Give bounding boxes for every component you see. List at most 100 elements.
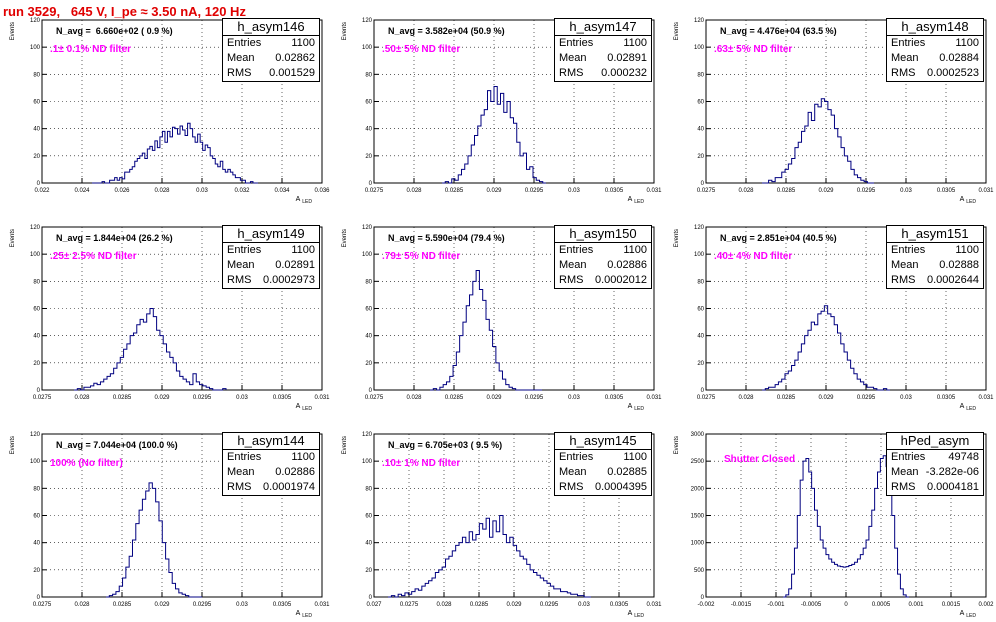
stat-row-entries: Entries 1100: [887, 243, 983, 258]
x-tick-label: 0.0275: [697, 395, 716, 401]
stat-label-entries: Entries: [891, 37, 926, 49]
stat-box: h_asym144 Entries 1100 Mean 0.02886 RMS 0.0001…: [222, 432, 320, 496]
stat-row-mean: Mean 0.02885: [555, 465, 651, 480]
y-tick-label: 120: [30, 225, 41, 231]
plot-frame: [373, 433, 655, 598]
stat-row-mean: Mean 0.02884: [887, 51, 983, 66]
histogram-name: h_asym151: [887, 226, 983, 243]
stat-value-entries: 1100: [291, 244, 315, 256]
y-axis-label: Events: [342, 229, 348, 247]
y-tick-label: 80: [33, 279, 40, 285]
histogram-plot: 0.027 0.0275 0.028 0.0285 0.029 0.0295 0.03 0.0…: [342, 432, 662, 619]
stat-value-rms: 0.0002012: [595, 274, 647, 286]
x-tick-label: 0.03: [568, 188, 580, 194]
x-tick-label: 0.0005: [872, 602, 891, 608]
stat-value-entries: 1100: [955, 244, 979, 256]
stat-label-rms: RMS: [559, 274, 584, 286]
stat-label-rms: RMS: [891, 274, 916, 286]
filter-annotation: .79± 5% ND filter: [382, 251, 461, 262]
x-axis-label-main: A: [296, 610, 301, 617]
y-tick-label: 120: [30, 18, 41, 24]
n-avg-annotation: N_avg = 3.582e+04 (50.9 %): [388, 26, 505, 36]
stat-label-entries: Entries: [891, 244, 926, 256]
y-tick-label: 100: [694, 45, 705, 51]
stat-row-entries: Entries 1100: [555, 450, 651, 465]
x-axis-label-main: A: [628, 403, 633, 410]
stat-value-mean: 0.02888: [939, 259, 979, 271]
x-tick-label: 0.029: [818, 395, 834, 401]
plot-frame: [373, 226, 655, 391]
histogram-plot: 0.0275 0.028 0.0285 0.029 0.0295 0.03 0.0305 0.…: [342, 18, 662, 205]
x-tick-label: 0.029: [818, 188, 834, 194]
x-tick-label: 0.03: [236, 395, 248, 401]
x-tick-label: 0.0295: [525, 188, 544, 194]
x-tick-label: 0.0285: [113, 395, 132, 401]
x-tick-label: 0.029: [506, 602, 522, 608]
stat-value-entries: 1100: [623, 244, 647, 256]
histogram-series: [762, 305, 890, 391]
stat-value-entries: 1100: [291, 37, 315, 49]
y-tick-label: 0: [37, 595, 41, 601]
x-axis-label: A LED: [960, 403, 977, 412]
filter-annotation: .50± 5% ND filter: [382, 44, 461, 55]
histogram-plot: 0.0275 0.028 0.0285 0.029 0.0295 0.03 0.0305 0.…: [674, 18, 994, 205]
y-tick-label: 0: [37, 181, 41, 187]
histogram-series: [442, 86, 546, 184]
stat-value-rms: 0.0002644: [927, 274, 979, 286]
x-tick-label: -0.0005: [801, 602, 822, 608]
x-axis-label-sub: LED: [302, 613, 312, 619]
x-axis-label: A LED: [628, 610, 645, 619]
y-tick-label: 60: [697, 307, 704, 313]
stat-value-rms: 0.0002523: [927, 67, 979, 79]
histogram-plot: 0.0275 0.028 0.0285 0.029 0.0295 0.03 0.0305 0.…: [10, 225, 330, 412]
x-tick-label: 0.0275: [697, 188, 716, 194]
y-tick-label: 2000: [691, 486, 705, 492]
histogram-plot: -0.002 -0.0015 -0.001 -0.0005 0 0.0005 0.001 0.…: [674, 432, 994, 619]
y-tick-label: 1500: [691, 514, 705, 520]
stat-row-entries: Entries 1100: [555, 36, 651, 51]
y-tick-label: 60: [697, 100, 704, 106]
histogram-name: h_asym149: [223, 226, 319, 243]
histogram-series: [762, 98, 874, 184]
y-tick-label: 20: [697, 361, 704, 367]
x-tick-label: 0.027: [366, 602, 382, 608]
stat-value-mean: 0.02886: [275, 466, 315, 478]
stat-value-rms: 0.000232: [601, 67, 647, 79]
plot-frame: [705, 433, 987, 598]
x-axis-label: A LED: [960, 196, 977, 205]
y-tick-label: 60: [33, 307, 40, 313]
x-tick-label: -0.001: [767, 602, 785, 608]
plot-frame: [41, 226, 323, 391]
stat-value-mean: -3.282e-06: [925, 466, 979, 478]
n-avg-annotation: N_avg = 2.851e+04 (40.5 %): [720, 233, 837, 243]
y-tick-label: 40: [697, 127, 704, 133]
x-axis-label: A LED: [628, 403, 645, 412]
stat-row-entries: Entries 49748: [887, 450, 983, 465]
stat-label-mean: Mean: [891, 259, 919, 271]
y-tick-label: 100: [30, 252, 41, 258]
x-axis-label-sub: LED: [302, 199, 312, 205]
y-tick-label: 60: [365, 307, 372, 313]
stat-label-entries: Entries: [227, 244, 262, 256]
x-tick-label: 0.031: [978, 395, 994, 401]
y-axis-label: Events: [674, 436, 680, 454]
stat-label-entries: Entries: [559, 451, 594, 463]
stat-box: hPed_asym Entries 49748 Mean -3.282e-06 RMS 0.…: [886, 432, 984, 496]
x-axis-label: A LED: [296, 610, 313, 619]
x-tick-label: 0.028: [406, 395, 422, 401]
x-tick-label: 0.028: [154, 188, 170, 194]
y-tick-label: 40: [365, 334, 372, 340]
y-tick-label: 40: [365, 541, 372, 547]
stat-box: h_asym146 Entries 1100 Mean 0.02862 RMS 0.0015…: [222, 18, 320, 82]
y-tick-label: 120: [362, 225, 373, 231]
y-tick-label: 80: [365, 486, 372, 492]
x-tick-label: 0.0295: [857, 395, 876, 401]
x-tick-label: 0.03: [568, 395, 580, 401]
y-tick-label: 80: [33, 72, 40, 78]
stat-label-mean: Mean: [227, 466, 255, 478]
stat-value-rms: 0.0004181: [927, 481, 979, 493]
stat-label-mean: Mean: [227, 52, 255, 64]
x-tick-label: 0.03: [900, 395, 912, 401]
x-tick-label: 0.0305: [605, 188, 624, 194]
y-tick-label: 80: [697, 279, 704, 285]
